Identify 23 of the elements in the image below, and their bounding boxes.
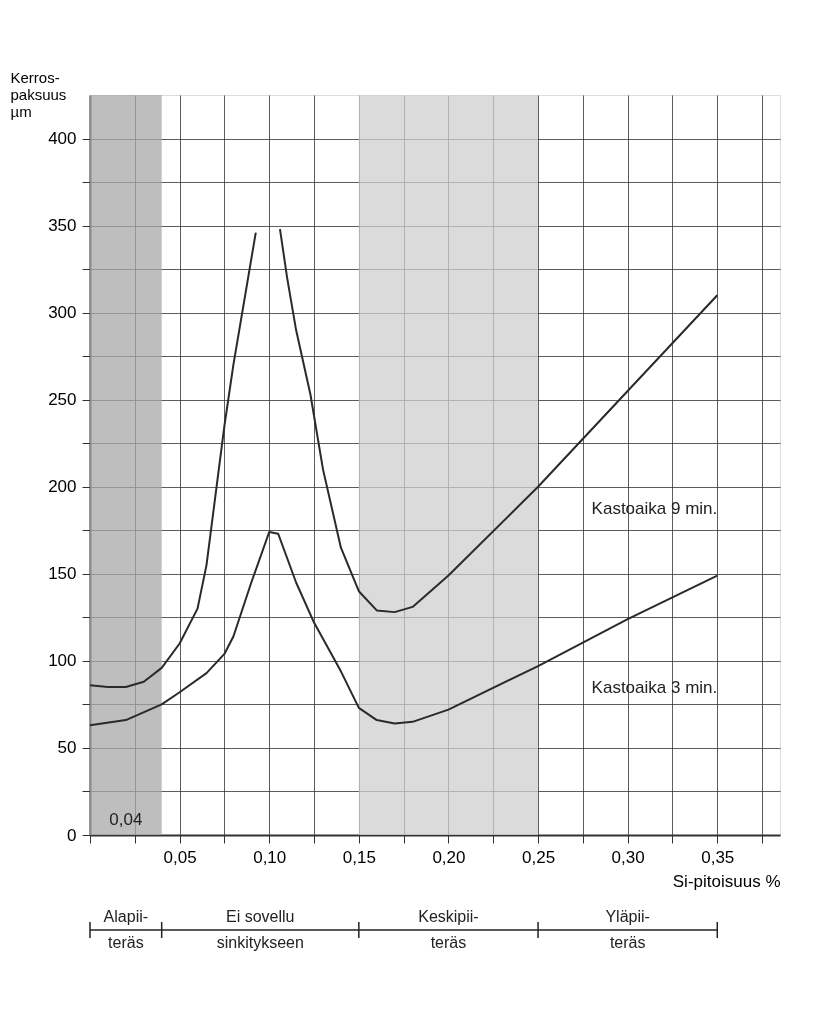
x-tick-label: 0,25 — [522, 847, 556, 867]
y-tick-label: 400 — [48, 129, 77, 149]
x-tick-label: 0,10 — [253, 847, 287, 867]
y-tick-label: 250 — [48, 390, 77, 410]
y-tick-label: 150 — [48, 564, 77, 584]
x-axis-title: Si-pitoisuus % — [672, 871, 781, 891]
y-axis-title: Kerros- paksuus µm — [10, 68, 67, 120]
text: Yläpii- teräs — [605, 908, 650, 951]
y-tick-label: 350 — [48, 216, 77, 236]
text: Alapii- teräs — [103, 908, 149, 951]
text: Keskipii- teräs — [418, 908, 479, 951]
text: Ei sovellu sinkitykseen — [216, 908, 304, 951]
y-tick-label: 200 — [48, 477, 77, 497]
y-tick-label: 300 — [48, 303, 77, 323]
x-tick-label: 0,20 — [432, 847, 466, 867]
y-tick-label: 100 — [48, 651, 77, 671]
annotation: 0,04 — [109, 810, 143, 829]
y-tick-label: 0 — [67, 825, 77, 845]
x-tick-label: 0,05 — [163, 847, 197, 867]
x-tick-label: 0,15 — [342, 847, 376, 867]
x-tick-label: 0,30 — [611, 847, 645, 867]
y-tick-label: 50 — [57, 738, 77, 758]
x-tick-label: 0,35 — [701, 847, 735, 867]
